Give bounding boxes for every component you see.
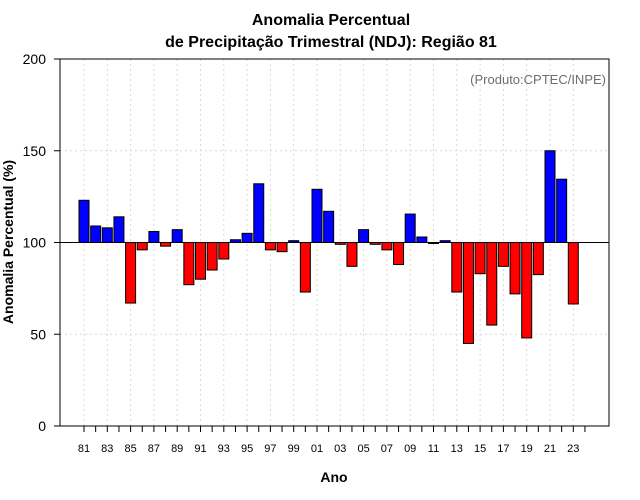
y-tick-label: 100 (23, 235, 47, 251)
bar-2007 (381, 242, 393, 251)
bar-1981 (78, 199, 90, 243)
x-tick-label: 01 (311, 443, 323, 455)
x-tick-label: 89 (171, 443, 183, 455)
y-tick-label: 150 (23, 143, 47, 159)
x-tick-label: 05 (357, 443, 369, 455)
x-tick-label: 93 (218, 443, 230, 455)
bar-1984 (113, 216, 125, 243)
x-axis-label: Ano (320, 469, 347, 485)
x-tick-label: 23 (567, 443, 579, 455)
x-tick-label: 21 (544, 443, 556, 455)
bar-1983 (101, 227, 113, 244)
bar-2009 (404, 213, 416, 243)
x-tick-label: 87 (148, 443, 160, 455)
x-tick-label: 95 (241, 443, 253, 455)
bar-1990 (183, 242, 195, 286)
bar-2000 (299, 242, 311, 293)
bar-1987 (148, 230, 160, 244)
bar-2021 (544, 150, 556, 243)
bar-2002 (323, 210, 335, 243)
x-tick-label: 91 (194, 443, 206, 455)
bar-2023 (567, 242, 579, 305)
x-tick-label: 19 (521, 443, 533, 455)
bar-2020 (532, 242, 544, 276)
bars (78, 150, 579, 344)
bar-1993 (218, 242, 230, 260)
bar-2017 (497, 242, 509, 267)
x-tick-label: 81 (78, 443, 90, 455)
y-axis-label: Anomalia Percentual (%) (0, 160, 16, 324)
x-tick-label: 85 (124, 443, 136, 455)
bar-2022 (556, 178, 568, 244)
x-tick-label: 97 (264, 443, 276, 455)
y-tick-label: 200 (23, 51, 47, 67)
x-axis: 81 83 85 87 89 91 93 95 97 99 01 03 05 07 09 11 13 15 17 19… (78, 425, 586, 455)
x-tick-label: 99 (288, 443, 300, 455)
bar-1985 (125, 242, 137, 304)
x-tick-label: 03 (334, 443, 346, 455)
x-tick-label: 07 (381, 443, 393, 455)
gridlines (60, 59, 609, 426)
y-tick-label: 0 (38, 418, 46, 434)
chart-title-line1: Anomalia Percentual (252, 12, 410, 29)
bar-2005 (358, 229, 370, 243)
bar-1995 (241, 232, 253, 243)
bar-2010 (416, 236, 428, 243)
bar-1989 (171, 229, 183, 243)
bar-2004 (346, 242, 358, 267)
bar-2013 (451, 242, 463, 293)
bar-1992 (206, 242, 218, 271)
chart-title-line2: de Precipitação Trimestral (NDJ): Região… (165, 34, 497, 51)
bar-2019 (521, 242, 533, 339)
bar-1991 (195, 242, 206, 280)
x-tick-label: 17 (497, 443, 509, 455)
bar-1986 (136, 242, 148, 251)
bar-1996 (253, 183, 265, 243)
x-tick-label: 15 (474, 443, 486, 455)
bar-1997 (264, 242, 276, 251)
bar-2015 (474, 242, 486, 275)
bar-1998 (276, 242, 288, 253)
bar-2016 (486, 242, 498, 326)
bar-2008 (393, 242, 405, 266)
x-tick-label: 13 (451, 443, 463, 455)
bar-1988 (160, 242, 172, 247)
bar-1982 (90, 225, 102, 243)
y-tick-label: 50 (30, 326, 46, 342)
x-tick-label: 09 (404, 443, 416, 455)
credit-text: (Produto:CPTEC/INPE) (470, 72, 606, 87)
bar-2001 (311, 188, 323, 244)
x-tick-label: 11 (428, 443, 439, 455)
x-tick-label: 83 (101, 443, 113, 455)
bar-2014 (462, 242, 474, 344)
bar-2018 (509, 242, 521, 295)
y-axis: 0 50 100 150 200 (23, 51, 60, 434)
